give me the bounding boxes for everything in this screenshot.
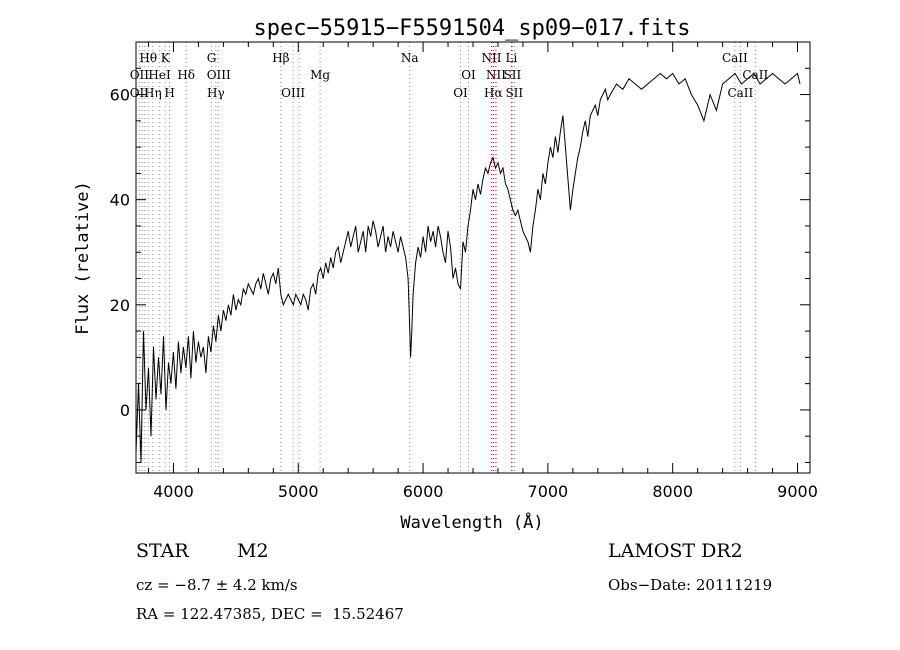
line-label: OIII [207, 68, 231, 82]
line-label: H [164, 86, 174, 100]
line-label: Hδ [177, 68, 195, 82]
observation-date: Obs−Date: 20111219 [608, 576, 773, 594]
line-label: G [207, 51, 217, 65]
x-tick-label: 7000 [528, 482, 569, 501]
y-tick-label: 40 [110, 191, 130, 210]
line-label: Hβ [272, 51, 289, 65]
emission-line-markers [138, 42, 756, 473]
line-label: OII [130, 68, 150, 82]
line-label: OII [130, 86, 150, 100]
line-label: Hγ [207, 86, 225, 100]
chart-title: spec−55915−F5591504_sp09−017.fits [253, 16, 690, 41]
line-label: Hθ [139, 51, 157, 65]
y-tick-label: 60 [110, 86, 130, 105]
ra-dec-coordinates: RA = 122.47385, DEC = 15.52467 [136, 605, 404, 623]
line-label: K [161, 51, 171, 65]
line-label: SII [505, 86, 523, 100]
line-label: CaII [727, 86, 753, 100]
axis-ticks: 4000 5000 6000 7000 8000 9000 0 20 40 60 [110, 41, 818, 501]
plot-frame [135, 41, 811, 474]
y-axis-label: Flux (relative) [73, 181, 93, 335]
line-label: NII [486, 68, 506, 82]
line-label: Li [506, 51, 518, 65]
line-label: OI [461, 68, 476, 82]
y-tick-label: 20 [110, 296, 130, 315]
x-tick-label: 8000 [652, 482, 693, 501]
object-subclass: M2 [237, 540, 269, 562]
y-tick-label: 0 [120, 401, 130, 420]
line-label: Mg [310, 68, 330, 82]
x-axis-label: Wavelength (Å) [400, 511, 543, 533]
line-label: Hη [144, 86, 162, 100]
object-class: STAR [136, 540, 189, 562]
x-tick-label: 9000 [777, 482, 818, 501]
x-tick-label: 4000 [153, 482, 194, 501]
line-label: OIII [281, 86, 305, 100]
line-label: Hα [484, 86, 503, 100]
x-tick-label: 6000 [403, 482, 444, 501]
survey-name: LAMOST DR2 [608, 540, 743, 562]
line-label: Na [401, 51, 419, 65]
flux-series [135, 72, 801, 463]
flux-line [135, 72, 801, 463]
line-label: NII [481, 51, 501, 65]
line-label: CaII [722, 51, 748, 65]
line-label: CaII [742, 68, 768, 82]
line-label: HeI [148, 68, 171, 82]
x-tick-label: 5000 [278, 482, 319, 501]
line-label: SII [504, 68, 522, 82]
redshift-cz: cz = −8.7 ± 4.2 km/s [136, 576, 298, 594]
line-label: OI [453, 86, 468, 100]
